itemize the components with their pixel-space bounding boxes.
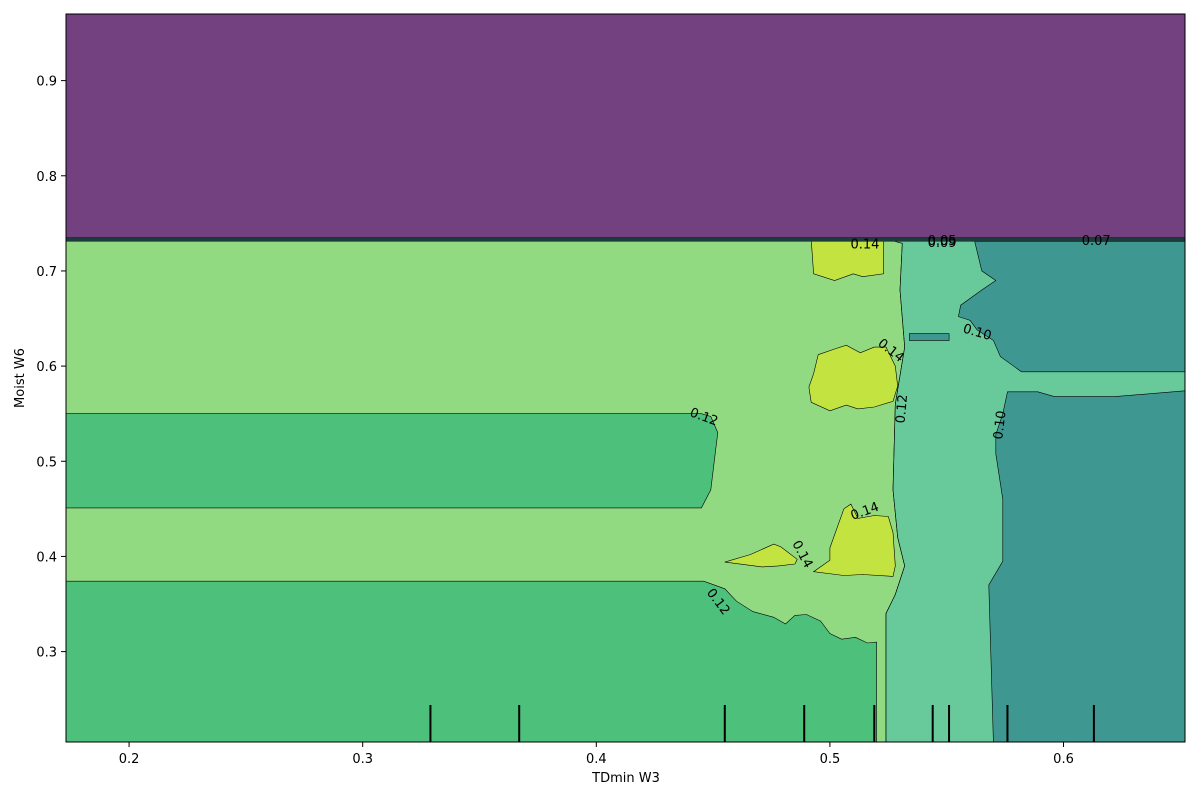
contour-region-012-3 [65, 580, 877, 743]
y-tick-label-0: 0.3 [36, 646, 57, 661]
y-tick-label-1: 0.4 [36, 550, 57, 565]
contour-region-016-10 [812, 503, 896, 577]
plot-frame [65, 13, 1186, 743]
x-tick-label-3: 0.5 [820, 752, 841, 767]
y-axis-title: Moist W6 [13, 348, 28, 408]
x-tick-label-1: 0.3 [352, 752, 373, 767]
x-tick-label-0: 0.2 [119, 752, 140, 767]
y-tick-label-5: 0.8 [36, 170, 57, 185]
contour-band-boundary [66, 237, 1185, 242]
y-tick-label-6: 0.9 [36, 75, 57, 90]
contour-region-010-5 [958, 241, 1186, 373]
y-axis: 0.3 0.4 0.5 0.6 0.7 0.8 0.9 [36, 75, 66, 661]
y-tick-label-2: 0.5 [36, 455, 57, 470]
contour-region-016-8 [810, 239, 884, 281]
contour-region-012-2 [65, 413, 719, 509]
contour-label-3: 0.07 [1082, 234, 1111, 249]
contour-label-2: 0.09 [928, 236, 957, 251]
contour-region-016-11 [724, 543, 798, 568]
contour-region-010-7 [908, 333, 950, 341]
contour-region-016-9 [808, 344, 899, 412]
y-tick-label-3: 0.6 [36, 360, 57, 375]
x-tick-label-4: 0.6 [1053, 752, 1074, 767]
contour-label-7: 0.10 [991, 410, 1009, 441]
x-axis: 0.2 0.3 0.4 0.5 0.6 [119, 742, 1074, 767]
plot-area: 0.14 0.050.09 0.070.100.140.120.100.120.14… [65, 13, 1186, 743]
contour-label-6: 0.12 [894, 394, 911, 424]
x-tick-label-2: 0.4 [586, 752, 607, 767]
contour-region-005-0 [65, 13, 1186, 238]
y-tick-label-4: 0.7 [36, 265, 57, 280]
contour-label-1: 0.05 [928, 234, 957, 249]
x-axis-title: TDmin W3 [591, 771, 660, 786]
contour-label-0: 0.14 [850, 238, 879, 253]
contour-region-010-6 [988, 390, 1186, 743]
